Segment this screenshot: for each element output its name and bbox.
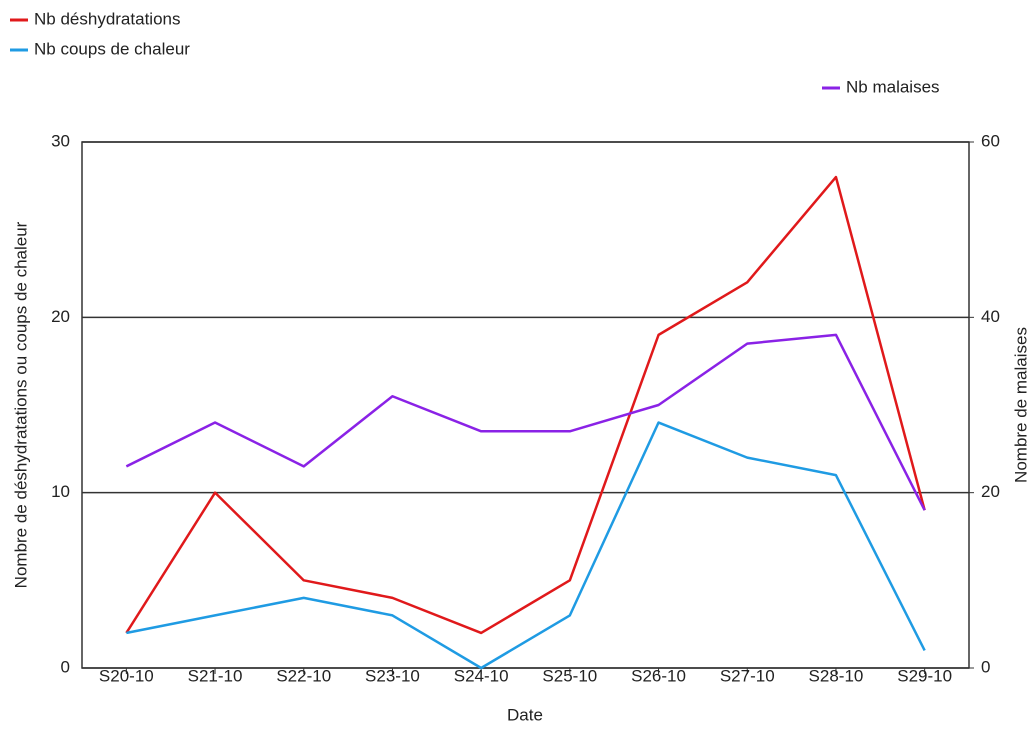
y-tick-label: 20 — [51, 307, 70, 326]
x-axis-title: Date — [507, 705, 543, 724]
x-tick-label: S20-10 — [99, 666, 154, 685]
x-tick-label: S22-10 — [276, 666, 331, 685]
x-tick-label: S25-10 — [542, 666, 597, 685]
x-tick-label: S23-10 — [365, 666, 420, 685]
x-tick-label: S27-10 — [720, 666, 775, 685]
series-line — [125, 333, 926, 511]
y-tick-label: 30 — [51, 131, 70, 150]
x-tick-label: S26-10 — [631, 666, 686, 685]
plot-frame — [81, 141, 970, 669]
series-line — [126, 421, 926, 670]
y-axis-title: Nombre de déshydratations ou coups de ch… — [11, 221, 30, 588]
x-tick-label: S28-10 — [809, 666, 864, 685]
x-tick-label: S29-10 — [897, 666, 952, 685]
y-tick-label: 0 — [61, 657, 70, 676]
y2-tick-label: 40 — [981, 307, 1000, 326]
y2-tick-label: 0 — [981, 657, 990, 676]
series-line — [125, 175, 926, 635]
legend-label: Nb déshydratations — [34, 9, 180, 28]
y2-tick-label: 20 — [981, 482, 1000, 501]
y2-tick-label: 60 — [981, 131, 1000, 150]
legend-label: Nb coups de chaleur — [34, 39, 190, 58]
y2-axis-title: Nombre de malaises — [1011, 327, 1030, 483]
x-tick-label: S24-10 — [454, 666, 509, 685]
y-tick-label: 10 — [51, 482, 70, 501]
legend-label: Nb malaises — [846, 77, 940, 96]
x-tick-label: S21-10 — [188, 666, 243, 685]
